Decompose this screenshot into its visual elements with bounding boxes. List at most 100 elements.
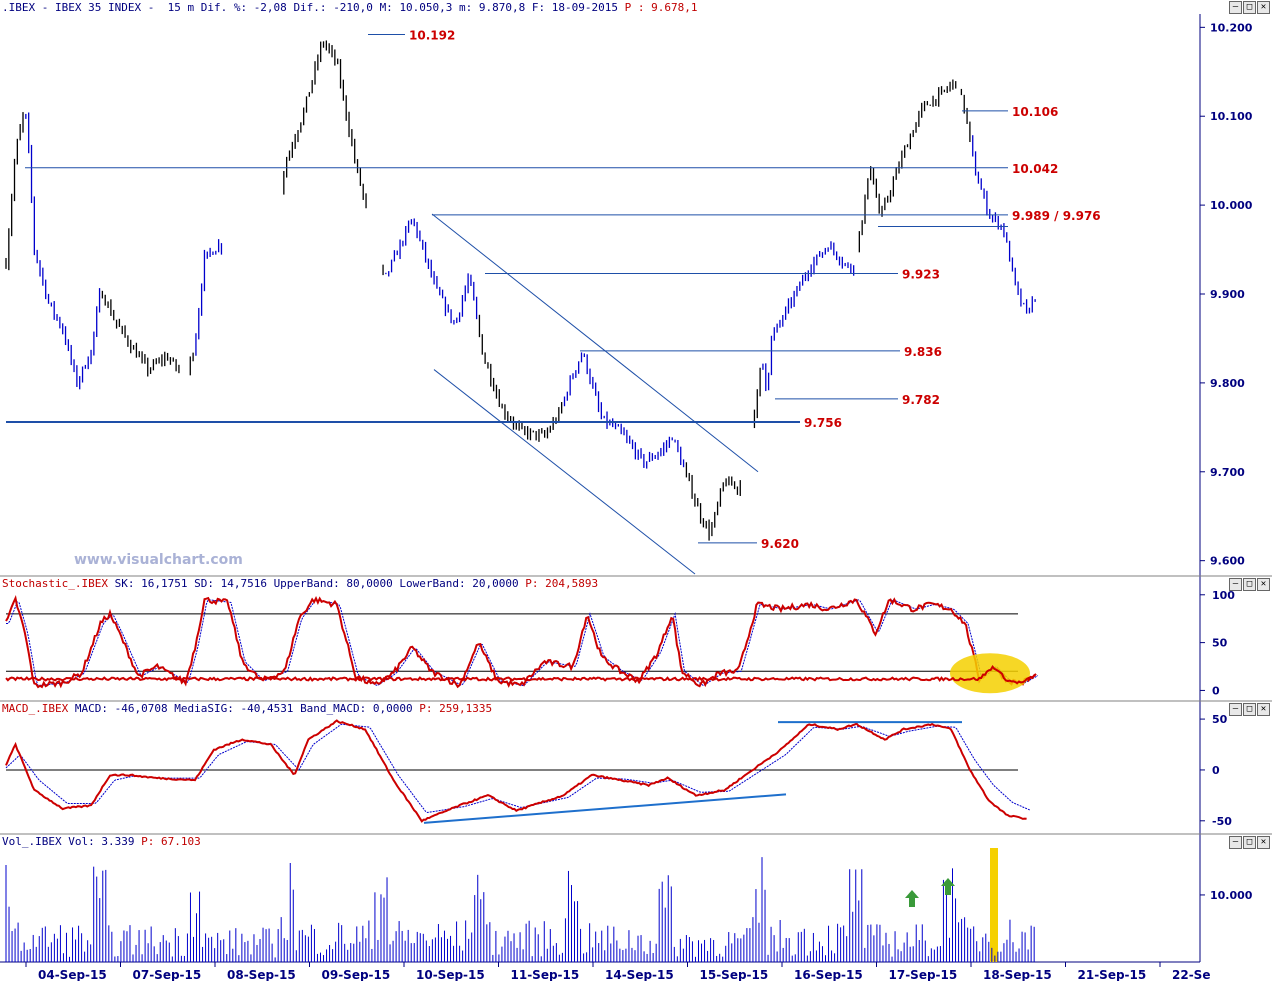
- macd-header: MACD_.IBEX MACD: -46,0708 MediaSIG: -40,…: [2, 702, 492, 715]
- min-label: m:: [459, 1, 473, 14]
- dif-pct-value: -2,08: [253, 1, 287, 14]
- x-tick-label: 14-Sep-15: [605, 968, 674, 981]
- macd-line: [5, 719, 1027, 823]
- vol-highlight: [990, 848, 998, 962]
- stoch-ub-label: UpperBand:: [273, 577, 340, 590]
- watermark: www.visualchart.com: [74, 552, 243, 568]
- stoch-lb-value: 20,0000: [472, 577, 519, 590]
- stoch-sk-label: SK:: [114, 577, 135, 590]
- macd-window-controls: — □ ✕: [1229, 703, 1270, 716]
- stoch-y-tick-label: 50: [1212, 637, 1228, 650]
- price-y-tick-label: 10.200: [1210, 21, 1253, 34]
- vol-maximize-button[interactable]: □: [1243, 836, 1256, 849]
- channel-upper-line: [431, 213, 759, 473]
- vol-window-controls: — □ ✕: [1229, 836, 1270, 849]
- stoch-name: Stochastic_.IBEX: [2, 577, 108, 590]
- x-tick-label: 18-Sep-15: [983, 968, 1052, 981]
- macd-minimize-button[interactable]: —: [1229, 703, 1242, 716]
- level-label: 10.042: [1012, 162, 1058, 176]
- x-tick-label: 11-Sep-15: [511, 968, 580, 981]
- vol-minimize-button[interactable]: —: [1229, 836, 1242, 849]
- minimize-button[interactable]: —: [1229, 1, 1242, 14]
- macd-p-value: 259,1335: [439, 702, 493, 715]
- close-button[interactable]: ✕: [1257, 1, 1270, 14]
- level-label: 9.620: [761, 537, 799, 551]
- level-label: 9.923: [902, 268, 940, 282]
- stoch-sk-value: 16,1751: [141, 577, 188, 590]
- stoch-p-label: P:: [525, 577, 539, 590]
- macd-band-label: Band_MACD:: [300, 702, 367, 715]
- macd-y-tick-label: 0: [1212, 764, 1220, 777]
- macd-y-tick-label: -50: [1212, 815, 1232, 828]
- x-tick-label: 08-Sep-15: [227, 968, 296, 981]
- stoch-p-value: 204,5893: [545, 577, 599, 590]
- price-value: 9.678,1: [651, 1, 698, 14]
- macd-p-label: P:: [419, 702, 433, 715]
- macd-name: MACD_.IBEX: [2, 702, 69, 715]
- macd-y-tick-label: 50: [1212, 713, 1228, 726]
- price-y-tick-label: 10.100: [1210, 110, 1253, 123]
- price-y-tick-label: 9.700: [1210, 466, 1245, 479]
- vol-p-value: 67.103: [160, 835, 201, 848]
- level-label: 9.989 / 9.976: [1012, 209, 1101, 223]
- macd-close-button[interactable]: ✕: [1257, 703, 1270, 716]
- x-tick-label: 15-Sep-15: [700, 968, 769, 981]
- dif-value: -210,0: [333, 1, 373, 14]
- x-tick-label: 09-Sep-15: [322, 968, 391, 981]
- level-label: 9.836: [904, 345, 942, 359]
- min-value: 9.870,8: [478, 1, 526, 14]
- stoch-y-tick-label: 100: [1212, 589, 1235, 602]
- vol-value: 3.339: [101, 835, 135, 848]
- up-arrow-icon: [905, 890, 919, 907]
- date-label: F:: [531, 1, 546, 14]
- vol-header: Vol_.IBEX Vol: 3.339 P: 67.103: [2, 835, 201, 848]
- price-window-controls: — □ ✕: [1229, 1, 1270, 14]
- date-value: 18-09-2015: [551, 1, 619, 14]
- stoch-ub-value: 80,0000: [346, 577, 393, 590]
- macd-signal-line: [5, 723, 1031, 814]
- level-label: 9.782: [902, 393, 940, 407]
- stoch-sk-line-highlight: [5, 664, 1037, 685]
- level-label: 9.756: [804, 416, 842, 430]
- stoch-highlight-ellipse: [950, 653, 1030, 694]
- stoch-minimize-button[interactable]: —: [1229, 578, 1242, 591]
- macd-trend-line: [423, 793, 787, 824]
- max-label: M:: [379, 1, 393, 14]
- macd-value: -46,0708: [114, 702, 168, 715]
- macd-maximize-button[interactable]: □: [1243, 703, 1256, 716]
- macd-sig-label: MediaSIG:: [174, 702, 234, 715]
- price-y-tick-label: 10.000: [1210, 199, 1253, 212]
- macd-band-value: 0,0000: [372, 702, 413, 715]
- dif-pct-label: Dif. %:: [200, 1, 248, 14]
- stoch-sd-line: [6, 598, 1039, 687]
- interval-label: 15 m: [167, 1, 195, 14]
- vol-name: Vol_.IBEX: [2, 835, 62, 848]
- price-y-tick-label: 9.900: [1210, 288, 1245, 301]
- macd-sig-value: -40,4531: [240, 702, 294, 715]
- stoch-sd-label: SD:: [194, 577, 214, 590]
- x-tick-label: 17-Sep-15: [889, 968, 958, 981]
- level-label: 10.106: [1012, 105, 1058, 119]
- maximize-button[interactable]: □: [1243, 1, 1256, 14]
- stoch-window-controls: — □ ✕: [1229, 578, 1270, 591]
- price-header: .IBEX - IBEX 35 INDEX - 15 m Dif. %: -2,…: [2, 1, 698, 14]
- stoch-y-tick-label: 0: [1212, 684, 1220, 697]
- stoch-close-button[interactable]: ✕: [1257, 578, 1270, 591]
- vol-p-label: P:: [141, 835, 155, 848]
- up-arrow-icon: [941, 878, 955, 895]
- max-value: 10.050,3: [399, 1, 453, 14]
- symbol-label: .IBEX - IBEX 35 INDEX -: [2, 1, 161, 14]
- price-label: P :: [624, 1, 645, 14]
- level-label: 10.192: [409, 28, 455, 42]
- x-tick-label: 22-Se: [1172, 968, 1210, 981]
- x-tick-label: 10-Sep-15: [416, 968, 485, 981]
- macd-label: MACD:: [74, 702, 108, 715]
- vol-label: Vol:: [68, 835, 95, 848]
- price-y-tick-label: 9.600: [1210, 555, 1245, 568]
- stoch-header: Stochastic_.IBEX SK: 16,1751 SD: 14,7516…: [2, 577, 598, 590]
- vol-y-tick-label: 10.000: [1210, 889, 1253, 902]
- stoch-maximize-button[interactable]: □: [1243, 578, 1256, 591]
- vol-close-button[interactable]: ✕: [1257, 836, 1270, 849]
